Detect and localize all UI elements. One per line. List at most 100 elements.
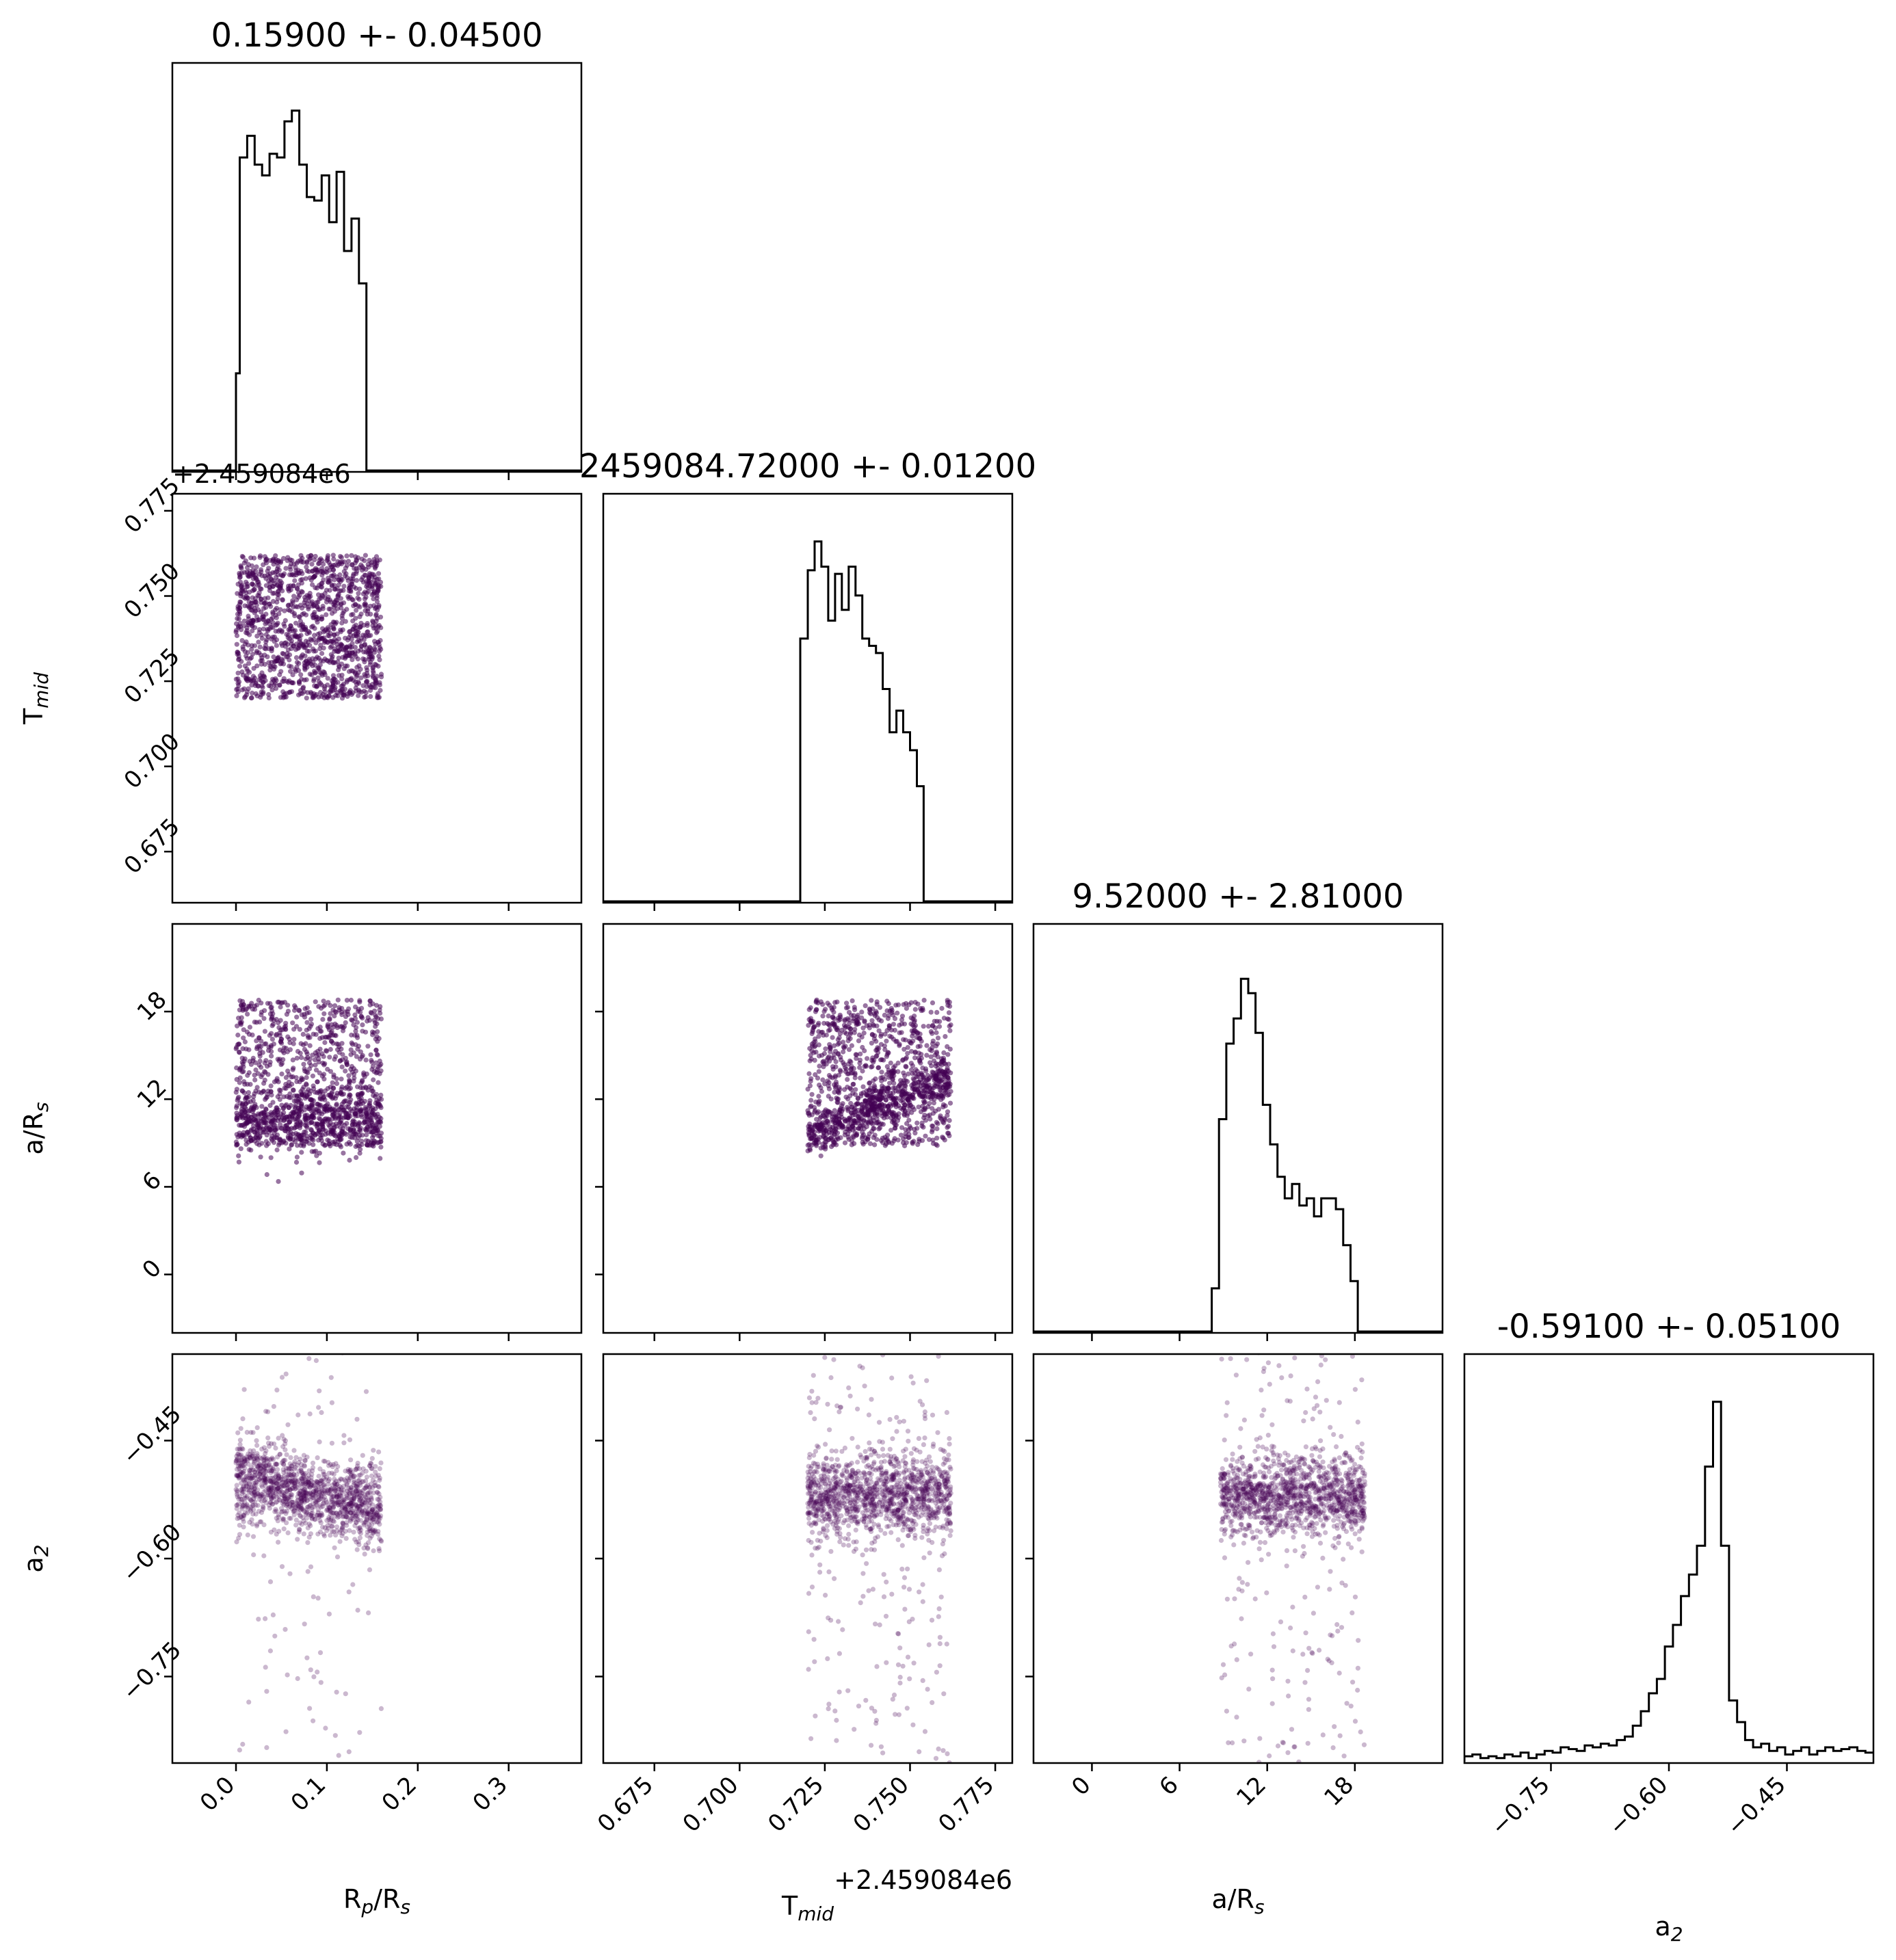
scatter-point [276, 1528, 282, 1534]
scatter-point [357, 1529, 363, 1535]
scatter-point [243, 1141, 249, 1147]
scatter-point [883, 1098, 888, 1103]
scatter-point [270, 570, 276, 576]
scatter-point [945, 1109, 951, 1115]
scatter-point [350, 1474, 356, 1480]
scatter-point [378, 1120, 384, 1125]
scatter-point [374, 1510, 380, 1516]
scatter-point [252, 1487, 258, 1492]
scatter-point [252, 1485, 257, 1491]
scatter-point [326, 1122, 332, 1128]
scatter-point [354, 1416, 360, 1422]
scatter-point [276, 1478, 282, 1484]
scatter-point [377, 1466, 382, 1472]
scatter-point [235, 615, 240, 622]
scatter-point [837, 1017, 843, 1022]
scatter-point [328, 1496, 334, 1501]
scatter-point [250, 1058, 256, 1063]
scatter-point [360, 1466, 366, 1472]
scatter-point [886, 1023, 892, 1029]
scatter-point [852, 1107, 857, 1113]
scatter-point [332, 1003, 338, 1009]
scatter-point [322, 1143, 328, 1148]
scatter-point [941, 1016, 947, 1021]
scatter-point [311, 1513, 316, 1519]
scatter-point [327, 1507, 332, 1513]
scatter-point [347, 1467, 354, 1472]
scatter-point [339, 676, 345, 682]
scatter-point [332, 1481, 337, 1487]
scatter-point [878, 1075, 884, 1081]
scatter-point [246, 1003, 251, 1009]
scatter-point [912, 1019, 917, 1024]
scatter-point [294, 597, 300, 602]
scatter-point [825, 1001, 830, 1006]
scatter-point [274, 1481, 280, 1486]
scatter-point [328, 1011, 333, 1016]
scatter-point [256, 1043, 262, 1048]
scatter-point [369, 1129, 374, 1135]
scatter-point [240, 1046, 246, 1051]
scatter-point [265, 1072, 271, 1077]
scatter-point [326, 1526, 331, 1531]
scatter-point [321, 561, 326, 567]
scatter-point [343, 1115, 350, 1120]
scatter-point [376, 653, 382, 659]
scatter-point [825, 1055, 830, 1061]
scatter-point [930, 1038, 936, 1044]
scatter-point [359, 1510, 365, 1515]
scatter-point [291, 1087, 296, 1093]
scatter-point [296, 1008, 302, 1014]
scatter-point [256, 572, 262, 577]
scatter-point [236, 1159, 241, 1165]
scatter-point [343, 646, 348, 651]
scatter-point [358, 577, 365, 583]
scatter-point [321, 646, 326, 651]
scatter-point [250, 1098, 256, 1103]
scatter-point [282, 1457, 288, 1463]
scatter-point [340, 627, 345, 633]
scatter-point [337, 1500, 342, 1505]
scatter-point [332, 586, 337, 592]
scatter-point [285, 1049, 290, 1055]
scatter-point [261, 1466, 267, 1472]
scatter-point [918, 1083, 924, 1089]
scatter-point [831, 1009, 837, 1015]
scatter-point [364, 1132, 369, 1138]
scatter-point [254, 1438, 259, 1444]
scatter-point [235, 1115, 240, 1120]
scatter-point [256, 1142, 262, 1148]
scatter-point [343, 1528, 348, 1534]
scatter-point [233, 1046, 239, 1052]
scatter-point [307, 557, 313, 562]
scatter-point [276, 1514, 281, 1520]
scatter-point [377, 1477, 382, 1483]
scatter-point [357, 1526, 363, 1531]
scatter-point [319, 1073, 325, 1078]
scatter-point [332, 1133, 339, 1139]
scatter-point [328, 1511, 333, 1517]
scatter-point [828, 1135, 834, 1141]
scatter-point [351, 1022, 356, 1027]
scatter-point [279, 1489, 285, 1494]
scatter-point [352, 566, 357, 571]
scatter-point [357, 1535, 363, 1541]
scatter-point [295, 1497, 301, 1502]
scatter-point [311, 575, 316, 581]
scatter-point [288, 1478, 293, 1483]
scatter-point [291, 594, 297, 599]
scatter-point [238, 1515, 244, 1520]
scatter-point [297, 1513, 302, 1518]
scatter-point [243, 694, 248, 700]
scatter-point [927, 1101, 932, 1107]
scatter-point [915, 1044, 921, 1049]
scatter-point [252, 1470, 258, 1475]
scatter-point [276, 1025, 282, 1031]
scatter-point [273, 1500, 278, 1505]
scatter-point [286, 633, 291, 638]
scatter-point [329, 582, 334, 587]
scatter-point [373, 1528, 378, 1535]
scatter-point [335, 1502, 341, 1507]
scatter-point [374, 1034, 380, 1039]
scatter-point [366, 1489, 371, 1495]
